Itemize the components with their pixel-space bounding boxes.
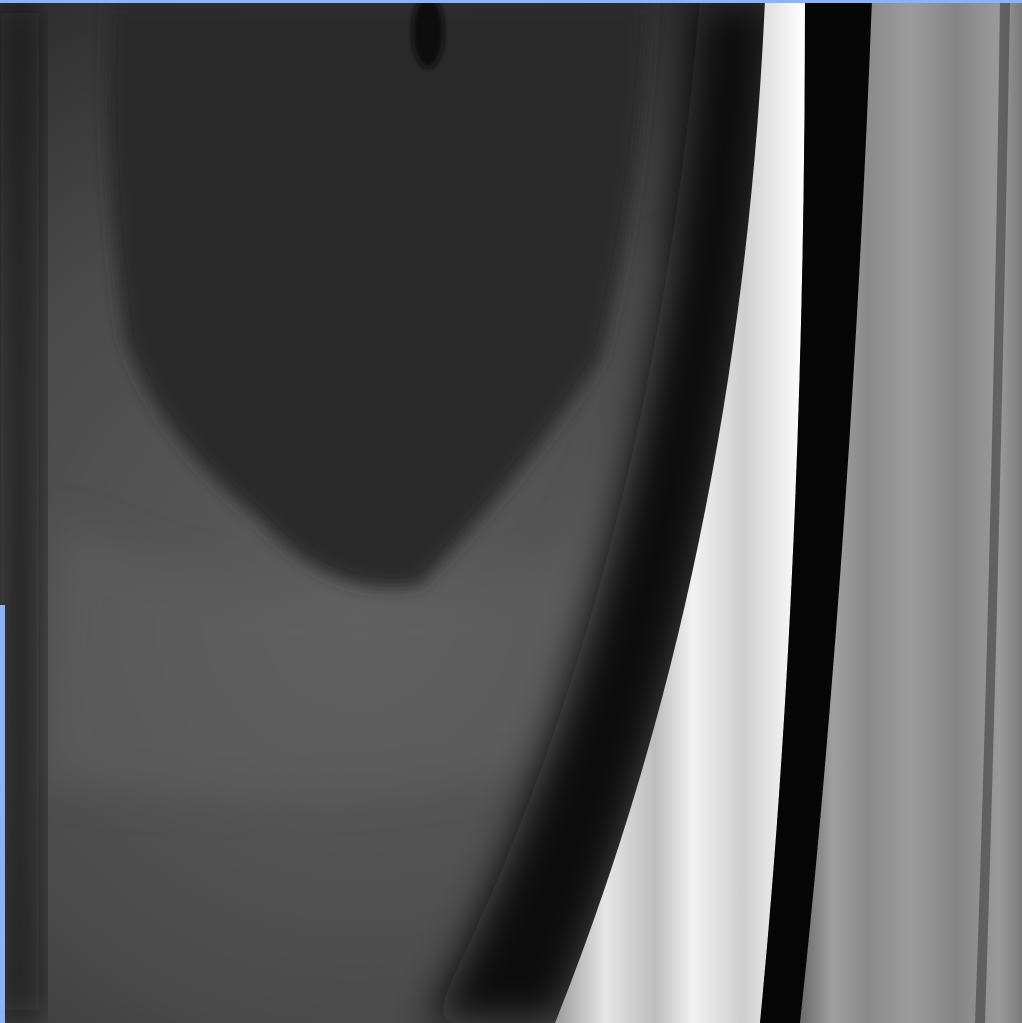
outer-rings: [800, 0, 1022, 1023]
bright-ring: [555, 0, 805, 1023]
planet-limb: [0, 0, 40, 1023]
frame-top: [0, 0, 1022, 3]
ring-gap: [760, 0, 872, 1023]
ring-division: [975, 0, 1010, 1023]
polar-hexagon: [107, 0, 651, 588]
ring-shadow: [430, 0, 770, 1023]
cloud-band: [40, 250, 700, 796]
frame-left: [0, 605, 5, 1023]
polar-vortex: [412, 0, 444, 68]
